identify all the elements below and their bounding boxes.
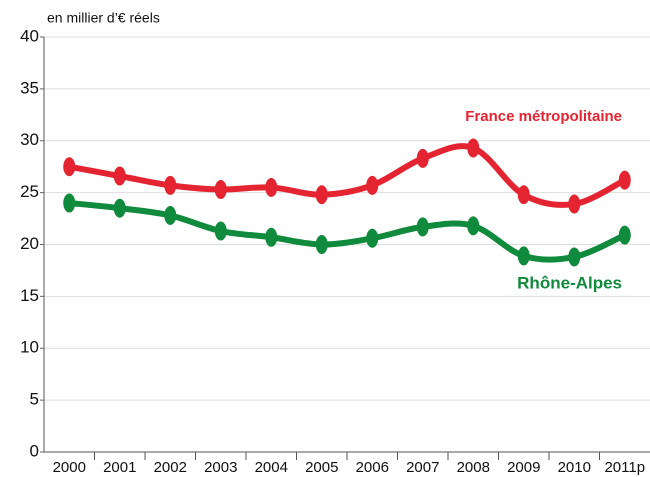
point-marker bbox=[366, 228, 379, 248]
point-marker bbox=[315, 235, 328, 254]
y-tick-label: 10 bbox=[20, 338, 39, 357]
point-marker bbox=[416, 217, 429, 237]
y-tick-label: 15 bbox=[20, 286, 39, 305]
y-tick-label: 30 bbox=[20, 130, 39, 149]
point-marker bbox=[467, 216, 480, 236]
x-tick-label: 2006 bbox=[356, 459, 389, 476]
point-marker bbox=[63, 193, 76, 213]
point-marker bbox=[214, 180, 227, 200]
x-tick-label: 2011p bbox=[604, 459, 645, 476]
point-marker bbox=[265, 227, 278, 247]
point-marker bbox=[568, 247, 581, 267]
y-tick-label: 20 bbox=[20, 234, 39, 253]
x-tick-label: 2005 bbox=[305, 459, 338, 476]
point-marker bbox=[618, 170, 631, 190]
point-marker bbox=[164, 175, 177, 195]
series-label: France métropolitaine bbox=[465, 108, 622, 125]
series-line bbox=[66, 200, 628, 263]
y-tick-label: 5 bbox=[30, 390, 39, 409]
y-tick-label: 35 bbox=[20, 78, 39, 97]
x-tick-label: 2010 bbox=[558, 459, 591, 476]
point-marker bbox=[366, 175, 379, 195]
point-marker bbox=[265, 177, 278, 197]
point-marker bbox=[315, 185, 328, 205]
point-marker bbox=[467, 138, 480, 158]
point-marker bbox=[214, 221, 227, 241]
x-tick-label: 2004 bbox=[255, 459, 288, 476]
x-tick-label: 2002 bbox=[154, 459, 187, 476]
series-line bbox=[66, 143, 628, 208]
x-tick-label: 2009 bbox=[507, 459, 540, 476]
point-marker bbox=[113, 198, 126, 218]
x-tick-label: 2008 bbox=[457, 459, 490, 476]
x-tick-label: 2007 bbox=[406, 459, 439, 476]
y-tick-label: 40 bbox=[20, 26, 39, 45]
x-tick-label: 2000 bbox=[53, 459, 86, 476]
point-marker bbox=[164, 205, 177, 225]
point-marker bbox=[618, 225, 631, 245]
point-marker bbox=[568, 194, 581, 214]
x-tick-label: 2003 bbox=[204, 459, 237, 476]
x-tick-label: 2001 bbox=[103, 459, 136, 476]
y-tick-label: 0 bbox=[30, 441, 39, 460]
point-marker bbox=[517, 246, 530, 266]
y-tick-label: 25 bbox=[20, 182, 39, 201]
point-marker bbox=[63, 157, 76, 177]
point-marker bbox=[113, 166, 126, 186]
series-label: Rhône-Alpes bbox=[517, 273, 622, 292]
point-marker bbox=[517, 185, 530, 205]
y-axis-label: en millier d’€ réels bbox=[47, 10, 160, 26]
point-marker bbox=[416, 148, 429, 168]
